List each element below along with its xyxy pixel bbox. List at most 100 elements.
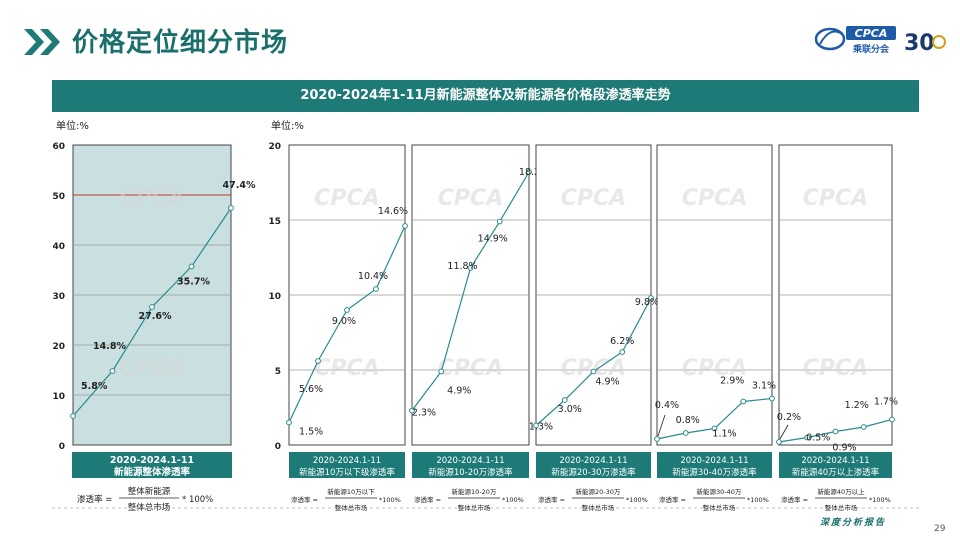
data-point [889, 416, 895, 423]
data-point [740, 398, 747, 405]
caption-line-1: 2020-2024.1-11 [801, 456, 869, 466]
chart-panel-3: CPCA CPCA 1.3% 3.0% 4.9% 6.2% 9.8% 2020-2024.1-… [529, 144, 659, 512]
data-label: 1.2% [845, 400, 869, 411]
watermark-logo: CPCA [803, 186, 868, 211]
data-label: 3.1% [752, 381, 776, 392]
chart-panel-1: 0 5 10 15 20 CPCA CPCA 1.5% 5.6% 9.0% 10.4% 14.6% 20… [268, 142, 408, 512]
data-label: 2.9% [720, 376, 744, 387]
formula-denominator: 整体总市场 [825, 503, 858, 512]
y-tick-label: 20 [52, 342, 65, 352]
cpca-logo: CPCA 乘联分会 [814, 26, 896, 55]
data-point [561, 397, 568, 403]
caption-box [779, 452, 892, 478]
chart-panel-4: CPCA CPCA 0.4% 0.8% 1.1% 2.9% 3.1% 2020-2024.1-… [654, 144, 776, 512]
formula-numerator: 新能源30-40万 [697, 487, 742, 496]
data-point [109, 368, 116, 374]
data-label: 0.2% [777, 412, 801, 423]
y-tick-label: 10 [52, 392, 65, 402]
chart-panel-0: 0 10 20 30 40 50 60 CPCA CPCA 5.8% 14.8% 27.6% 35.7%… [52, 142, 255, 513]
anniversary-number: 30 [904, 31, 935, 56]
data-point [682, 430, 689, 436]
data-point [438, 368, 445, 375]
data-label: 35.7% [177, 277, 210, 288]
data-point [373, 286, 379, 292]
formula-suffix: * 100% [182, 495, 213, 505]
caption-line-2: 新能源30-40万渗透率 [672, 467, 757, 478]
watermark-logo: CPCA [682, 186, 747, 211]
data-label: 3.0% [558, 404, 582, 415]
data-label: 4.9% [595, 377, 619, 388]
data-point [776, 439, 782, 445]
watermark-logo: CPCA [438, 186, 503, 211]
data-label: 2.3% [412, 408, 436, 419]
data-label: 6.2% [610, 336, 634, 347]
y-tick-label: 60 [52, 142, 65, 152]
data-point [804, 434, 811, 441]
data-point [860, 424, 867, 430]
formula-numerator: 新能源10-20万 [452, 487, 497, 496]
caption-line-2: 新能源整体渗透率 [114, 466, 191, 478]
footer-tag: 深度分析报告 [820, 518, 887, 528]
data-label: 27.6% [139, 311, 172, 322]
formula-prefix: 渗透率 = [781, 495, 808, 504]
data-point [654, 436, 660, 442]
chart-banner: 2020-2024年1-11月新能源整体及新能源各价格段渗透率走势 [52, 80, 919, 112]
chart-panel-2: CPCA CPCA 2.3% 4.9% 11.8% 14.9% 18.2% 2020-2024… [409, 144, 549, 512]
data-point [648, 295, 654, 301]
data-label: 1.7% [874, 397, 898, 408]
formula-numerator: 新能源10万以下 [327, 487, 375, 496]
data-label: 9.0% [332, 316, 356, 327]
formula-prefix: 渗透率 = [538, 495, 565, 504]
data-label: 14.6% [378, 206, 408, 217]
data-label: 0.5% [806, 433, 830, 444]
y-tick-label: 5 [275, 367, 281, 377]
caption-line-1: 2020-2024.1-11 [680, 456, 748, 466]
logo-text: CPCA [855, 27, 888, 40]
caption-line-2: 新能源10-20万渗透率 [428, 467, 513, 478]
data-point [344, 307, 350, 313]
data-label: 5.6% [299, 384, 323, 395]
data-label: 1.5% [299, 427, 323, 438]
chevron-double-icon [24, 29, 60, 55]
y-tick-label: 0 [59, 442, 65, 452]
page-title: 价格定位细分市场 [72, 28, 289, 58]
data-point [533, 422, 539, 429]
watermark-logo: CPCA [561, 356, 626, 381]
data-point [526, 169, 532, 175]
data-label: 47.4% [223, 180, 256, 191]
formula-prefix: 渗透率 = [659, 495, 686, 504]
watermark-logo: CPCA [314, 186, 379, 211]
chart-panel-5: CPCA CPCA 0.2% 0.5%0.9% 1.2% 1.7% 2020-2024.1-… [776, 144, 898, 512]
anniversary-logo: 30 [904, 31, 946, 56]
formula-denominator: 整体总市场 [335, 503, 368, 512]
caption-box [657, 452, 772, 478]
caption-box [536, 452, 651, 478]
watermark-logo: CPCA [314, 356, 379, 381]
formula-denominator: 整体总市场 [458, 503, 491, 512]
caption-box [72, 452, 232, 478]
data-label: 5.8% [81, 381, 108, 392]
data-point [769, 395, 775, 402]
caption-box [412, 452, 529, 478]
caption-box [289, 452, 405, 478]
y-tick-label: 30 [52, 292, 65, 302]
logo-cn: 乘联分会 [852, 43, 890, 55]
data-point [590, 368, 597, 375]
formula-prefix: 渗透率 = [291, 495, 318, 504]
data-point [286, 419, 292, 426]
data-label: 0.8% [676, 415, 700, 426]
data-label: 14.8% [93, 341, 126, 352]
watermark-logo: CPCA [119, 356, 184, 381]
y-tick-label: 40 [52, 242, 65, 252]
data-label: 10.4% [358, 271, 388, 282]
caption-line-1: 2020-2024.1-11 [313, 456, 381, 466]
formula-suffix: *100% [869, 496, 891, 504]
data-label: 11.8% [447, 261, 477, 272]
data-label: 14.9% [478, 234, 508, 245]
data-point [315, 358, 321, 364]
data-label: 9.8% [635, 297, 659, 308]
unit-label-right: 单位:% [271, 119, 304, 132]
formula-numerator: 新能源40万以上 [817, 487, 865, 496]
data-label: 1.1% [712, 429, 736, 440]
formula-suffix: *100% [626, 496, 648, 504]
